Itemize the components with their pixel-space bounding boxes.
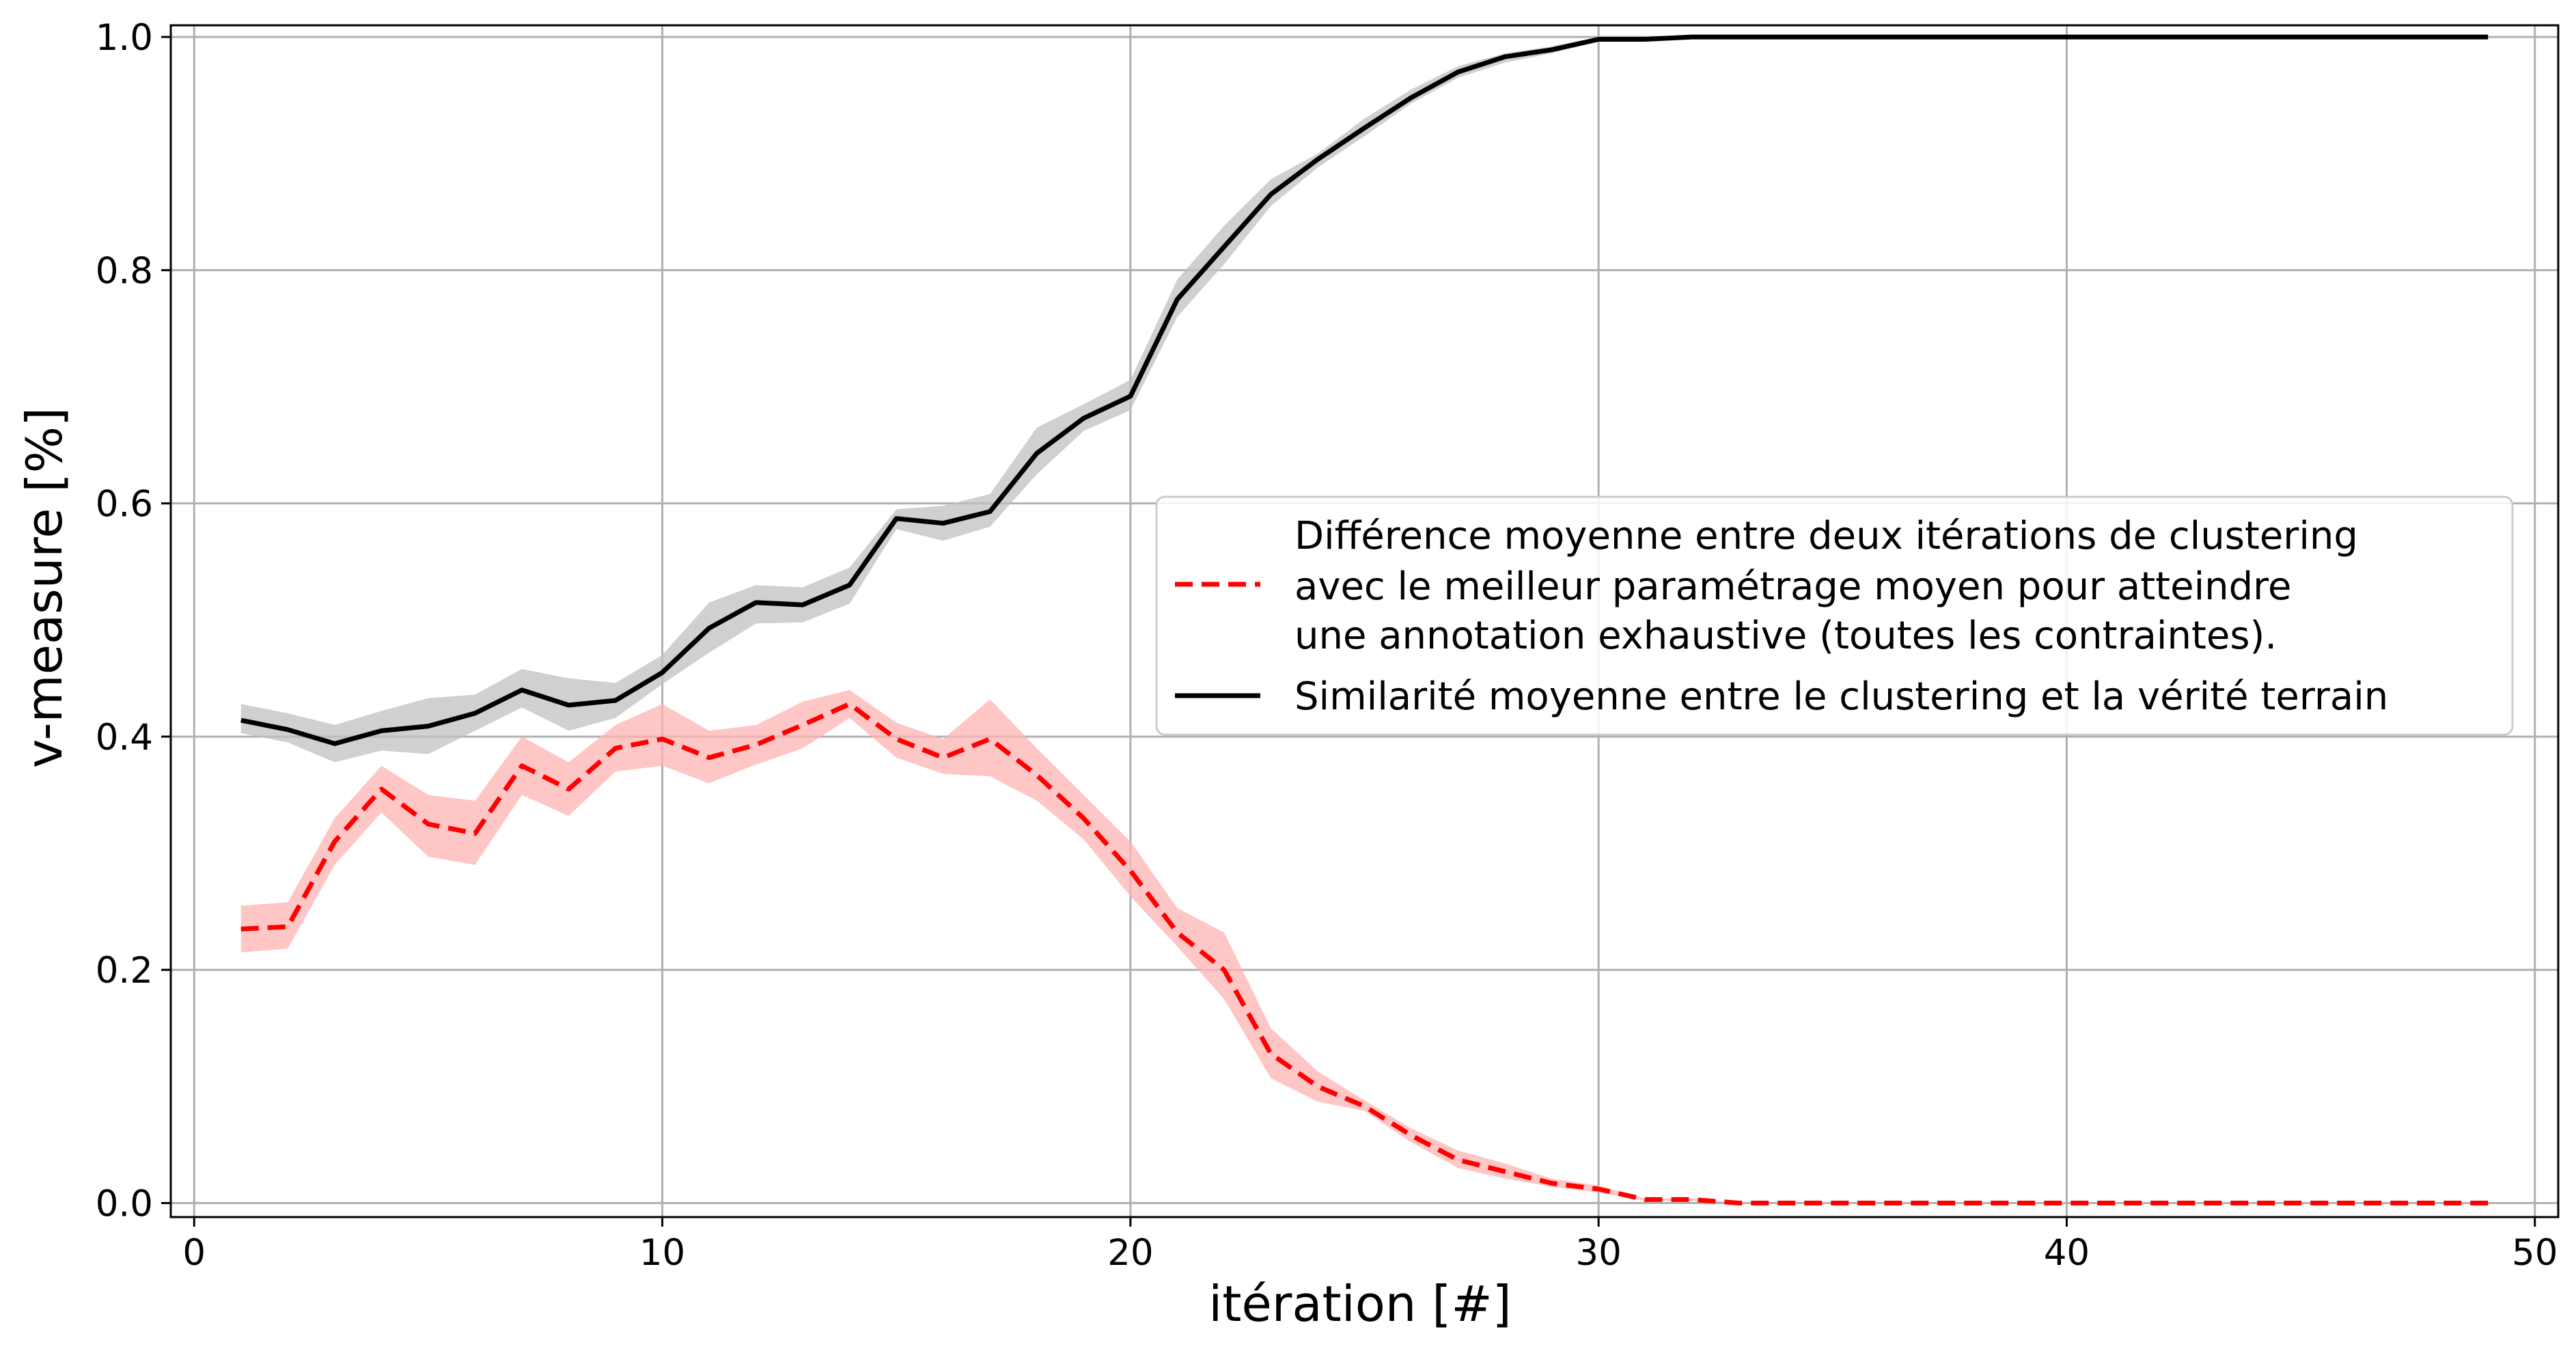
legend-label-difference-line-2: avec le meilleur paramétrage moyen pour … [1294,564,2291,609]
legend-box [1155,495,2514,736]
x-tick-label: 0 [182,1232,206,1274]
x-tick-label: 30 [1575,1232,1621,1274]
x-tick-label: 10 [639,1232,685,1274]
x-tick-label: 20 [1107,1232,1153,1274]
legend-label-similarity: Similarité moyenne entre le clustering e… [1294,674,2388,719]
axis-ticks: 0 10 20 30 40 50 0.0 0.2 0.4 0.6 0.8 1.0 [96,17,2558,1274]
y-tick-label: 0.4 [96,717,153,759]
line-difference [240,701,2489,1205]
y-tick-label: 1.0 [96,17,153,59]
legend: Différence moyenne entre deux itérations… [1155,495,2514,736]
x-axis-label: itération [#] [1208,1275,1512,1333]
legend-label-difference-line-1: Différence moyenne entre deux itérations… [1294,514,2358,558]
y-tick-label: 0.8 [96,250,153,292]
series-lines [240,34,2489,1205]
plot-frame [169,24,2560,1218]
x-tick-label: 50 [2512,1232,2558,1274]
legend-label-difference-line-3: une annotation exhaustive (toutes les co… [1294,614,2277,658]
y-tick-label: 0.2 [96,950,153,992]
y-tick-label: 0.6 [96,484,153,526]
y-tick-label: 0.0 [96,1184,153,1225]
x-tick-label: 40 [2044,1232,2090,1274]
y-axis-label: v-measure [%] [16,407,73,768]
line-similarity [240,34,2489,746]
